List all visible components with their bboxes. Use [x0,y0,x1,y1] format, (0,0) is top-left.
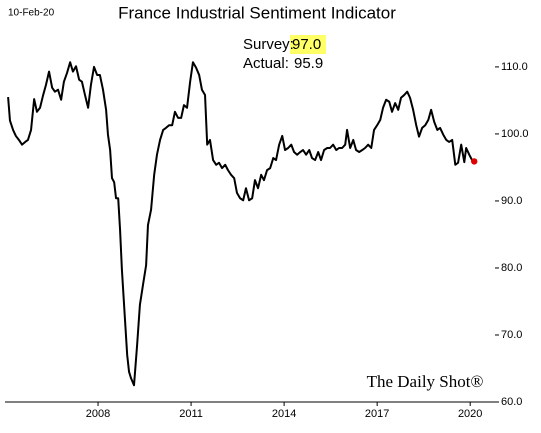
y-tick-label: 90.0 [501,195,522,207]
y-tick-label: 100.0 [501,128,529,140]
y-tick-label: 60.0 [501,396,522,408]
y-tick-label: 70.0 [501,329,522,341]
x-tick-label: 2008 [86,408,110,420]
x-tick-label: 2014 [272,408,296,420]
x-tick-label: 2011 [179,408,203,420]
highlight [290,35,326,54]
y-tick-label: 80.0 [501,262,522,274]
y-tick-label: 110.0 [501,61,528,73]
actual-label: Actual: [243,55,289,72]
actual-value: 95.9 [294,55,323,72]
x-tick-label: 2020 [458,408,482,420]
last-point [471,158,478,165]
survey-value: 97.0 [292,36,321,53]
x-tick-label: 2017 [365,408,389,420]
source: The Daily Shot® [367,372,484,391]
date-label: 10-Feb-20 [8,8,55,19]
survey-label: Survey: [243,36,294,53]
line [7,61,475,387]
chart-title: France Industrial Sentiment Indicator [118,3,396,22]
